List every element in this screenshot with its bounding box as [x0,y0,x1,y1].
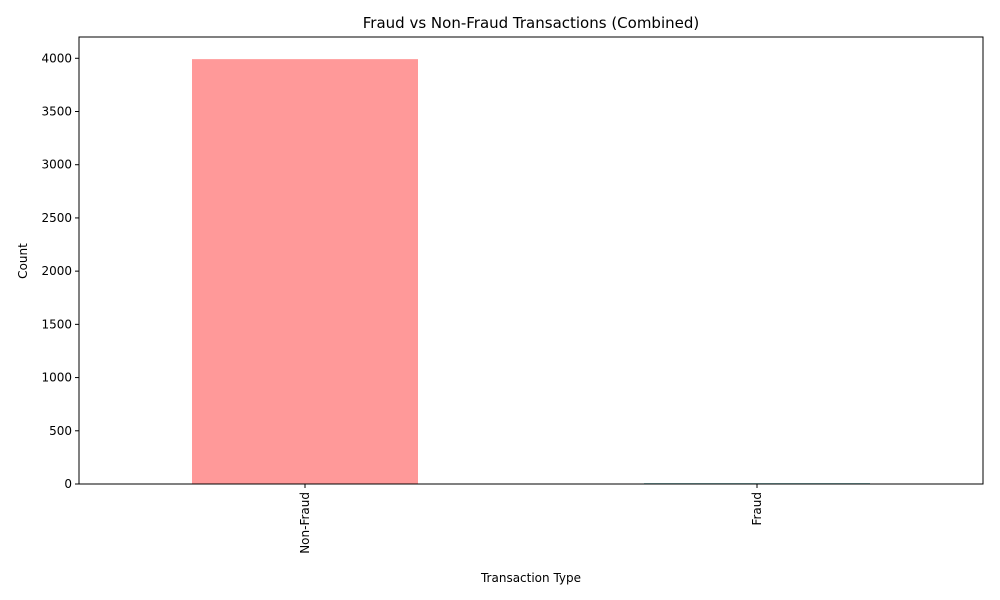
x-tick-label: Fraud [750,492,764,526]
y-tick-label: 0 [64,477,72,491]
y-tick-label: 500 [49,424,72,438]
x-axis-ticks: Non-Fraud Fraud [298,484,764,554]
y-tick-label: 3000 [41,158,72,172]
y-tick-label: 2000 [41,264,72,278]
plot-frame [78,36,984,485]
y-tick-label: 3500 [41,105,72,119]
bars-group [192,59,870,484]
y-tick-label: 1000 [41,371,72,385]
x-axis-label: Transaction Type [480,571,581,585]
chart-title: Fraud vs Non-Fraud Transactions (Combine… [363,14,699,32]
bar-non-fraud [192,59,418,484]
y-axis-label: Count [16,243,30,279]
y-tick-label: 1500 [41,317,72,331]
x-tick-label: Non-Fraud [298,492,312,554]
y-axis-ticks: 0 500 1000 1500 2000 2500 3000 3500 4000 [41,51,79,491]
y-tick-label: 2500 [41,211,72,225]
y-tick-label: 4000 [41,51,72,65]
